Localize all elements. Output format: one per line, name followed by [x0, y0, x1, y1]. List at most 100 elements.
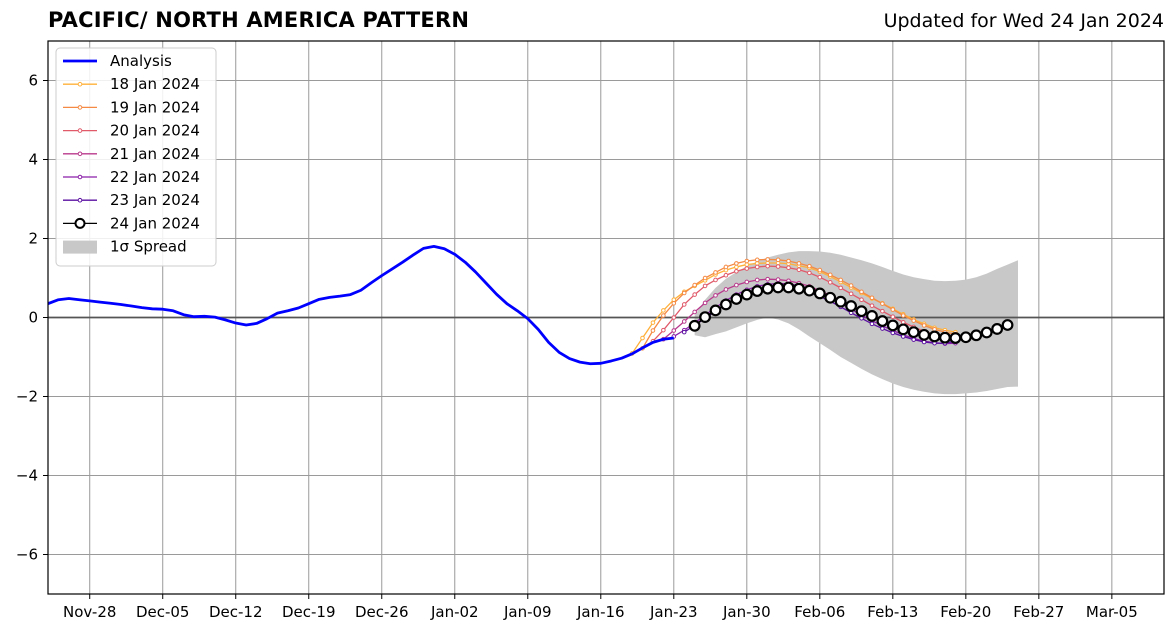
series-point	[807, 270, 812, 276]
series-point	[671, 328, 677, 333]
x-tick-label: Feb-13	[867, 603, 918, 621]
series-point	[907, 326, 920, 339]
series-point	[859, 289, 864, 295]
series-point	[848, 291, 854, 297]
series-point	[734, 261, 739, 266]
series-group	[640, 257, 958, 351]
x-tick-label: Dec-05	[136, 603, 190, 621]
series-point	[754, 277, 760, 283]
x-tick-label: Jan-30	[722, 603, 771, 621]
series-point	[744, 258, 750, 264]
series-point	[681, 302, 687, 307]
legend-marker	[77, 81, 83, 87]
series-point	[661, 308, 666, 313]
series-point	[869, 321, 875, 327]
series-point	[681, 319, 687, 324]
series-point	[661, 327, 666, 333]
series-point	[761, 282, 774, 295]
series-point	[921, 323, 927, 328]
x-tick-label: Nov-28	[63, 603, 116, 621]
series-point	[866, 310, 878, 322]
series-point	[880, 326, 885, 331]
series-point	[661, 313, 666, 318]
series-point	[754, 264, 760, 270]
series-point	[817, 267, 823, 273]
x-tick-label: Jan-16	[576, 603, 625, 621]
series-point	[713, 270, 718, 275]
series-point	[817, 274, 823, 280]
series-point	[699, 311, 711, 324]
legend-box	[55, 47, 217, 267]
analysis-line	[48, 244, 674, 366]
series-point	[723, 287, 729, 292]
series-point	[813, 287, 826, 300]
series-point	[928, 330, 941, 343]
series-point	[692, 292, 697, 297]
series-point	[827, 280, 833, 285]
series-point	[834, 295, 847, 308]
series-point	[890, 314, 896, 320]
series-point	[775, 257, 781, 263]
series-point	[880, 308, 885, 314]
legend-marker	[77, 174, 83, 180]
legend-label: 23 Jan 2024	[110, 191, 200, 209]
series-point	[702, 275, 708, 281]
series-point	[775, 277, 781, 282]
legend-label: 19 Jan 2024	[110, 98, 200, 116]
series-point	[796, 261, 802, 266]
x-tick-label: Jan-02	[430, 603, 479, 621]
series-point	[772, 281, 784, 294]
series-point	[734, 268, 739, 274]
x-tick-label: Feb-27	[1013, 603, 1064, 621]
chart-title: PACIFIC/ NORTH AMERICA PATTERN	[48, 8, 470, 32]
series-point	[876, 315, 889, 327]
series-point	[786, 258, 791, 264]
series-point	[650, 328, 656, 333]
legend-swatch	[63, 240, 97, 254]
series-point	[754, 257, 760, 263]
legend-marker	[77, 151, 83, 157]
series-point	[702, 300, 708, 306]
x-tick-label: Dec-19	[282, 603, 336, 621]
y-tick-label: 6	[28, 72, 38, 90]
series-point	[827, 272, 833, 278]
series-point	[824, 291, 837, 304]
x-tick-label: Dec-12	[209, 603, 263, 621]
series-point	[671, 300, 677, 306]
series-point	[640, 335, 645, 341]
series-point	[692, 309, 697, 315]
y-tick-label: −6	[16, 546, 38, 564]
x-tick-label: Mar-05	[1086, 603, 1138, 621]
series-point	[688, 319, 701, 332]
x-tick-label: Dec-26	[355, 603, 409, 621]
series-point	[786, 265, 791, 271]
legend-marker	[74, 217, 86, 229]
series-point	[886, 319, 899, 332]
series-point	[692, 282, 697, 288]
series-point	[681, 290, 687, 296]
series-point	[855, 305, 868, 318]
series-point	[880, 301, 885, 306]
series-point	[859, 297, 864, 303]
forecast-series	[629, 257, 1014, 356]
series-point	[765, 276, 770, 282]
series-point	[807, 263, 812, 269]
series-point	[720, 298, 732, 311]
series-point	[939, 331, 951, 344]
series-point	[740, 288, 753, 301]
series-point	[713, 277, 718, 283]
series-point	[730, 293, 743, 305]
legend-label: 18 Jan 2024	[110, 75, 200, 93]
legend-label: Analysis	[110, 52, 172, 70]
series-point	[980, 326, 993, 339]
y-axis: −6 −4 −2 0 2 4 6	[16, 72, 48, 564]
series-point	[949, 332, 962, 344]
spread-band	[694, 251, 1018, 395]
series-point	[723, 272, 729, 278]
series-point	[869, 303, 875, 308]
series-point	[845, 300, 858, 312]
series-point	[650, 320, 656, 325]
series-point	[869, 295, 875, 301]
y-tick-label: 0	[28, 309, 38, 327]
series-point	[681, 329, 687, 335]
